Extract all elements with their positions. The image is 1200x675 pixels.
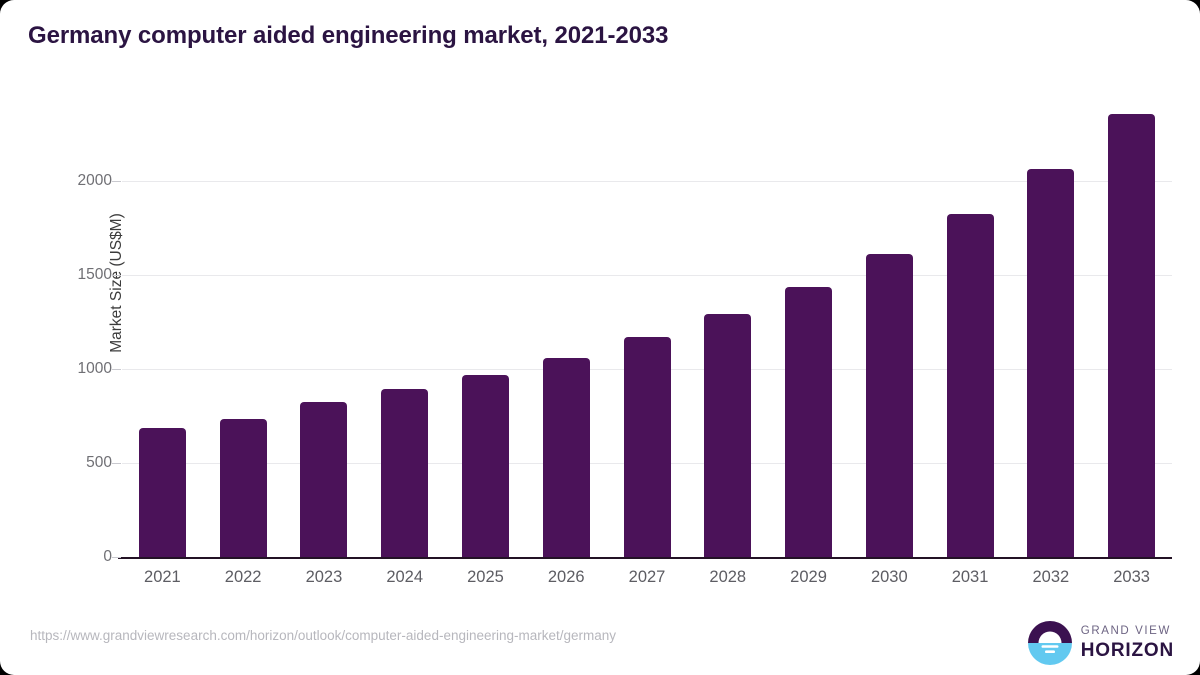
bar[interactable] — [219, 418, 267, 557]
bar[interactable] — [1027, 168, 1075, 557]
x-tick-label: 2021 — [144, 568, 181, 586]
y-tick-mark — [112, 181, 121, 182]
bar[interactable] — [785, 286, 833, 557]
bar[interactable] — [1108, 114, 1156, 557]
x-tick-label: 2029 — [790, 568, 827, 586]
page-title: Germany computer aided engineering marke… — [28, 22, 669, 49]
bar[interactable] — [623, 337, 671, 557]
x-axis-baseline — [118, 557, 1172, 559]
bar[interactable] — [461, 374, 509, 557]
source-url-text: https://www.grandviewresearch.com/horizo… — [30, 628, 617, 643]
x-tick-label: 2031 — [951, 568, 989, 586]
bar[interactable] — [946, 214, 994, 557]
bar[interactable] — [138, 428, 186, 557]
logo-text: GRAND VIEW HORIZON — [1080, 624, 1174, 662]
x-tick-label: 2027 — [628, 568, 666, 586]
bar[interactable] — [704, 313, 752, 557]
x-tick-label: 2022 — [224, 568, 262, 586]
bar[interactable] — [542, 357, 590, 557]
bar[interactable] — [381, 389, 429, 557]
x-tick-label: 2030 — [870, 568, 908, 586]
x-tick-label: 2026 — [547, 568, 585, 586]
x-tick-label: 2023 — [305, 568, 343, 586]
y-tick-mark — [112, 275, 121, 276]
horizon-logo-icon — [1027, 621, 1072, 665]
y-tick-label: 0 — [103, 548, 112, 565]
x-tick-label: 2032 — [1032, 568, 1070, 586]
x-tick-label: 2028 — [709, 568, 747, 586]
y-tick-mark — [112, 369, 121, 370]
bar[interactable] — [865, 253, 913, 557]
y-tick-label: 500 — [86, 454, 112, 471]
x-tick-label: 2024 — [386, 568, 424, 586]
gridline — [122, 275, 1172, 276]
logo-line-horizon: HORIZON — [1080, 640, 1174, 662]
x-tick-label: 2025 — [467, 568, 504, 586]
y-tick-mark — [112, 557, 121, 558]
grand-view-horizon-logo: GRAND VIEW HORIZON — [1027, 620, 1174, 666]
y-tick-label: 1500 — [77, 266, 112, 283]
x-tick-label: 2033 — [1113, 568, 1150, 586]
y-tick-mark — [112, 463, 121, 464]
y-tick-label: 2000 — [77, 172, 112, 189]
y-tick-label: 1000 — [77, 360, 112, 377]
logo-line-grand-view: GRAND VIEW — [1080, 624, 1171, 637]
gridline — [122, 181, 1172, 182]
bar[interactable] — [300, 402, 348, 557]
